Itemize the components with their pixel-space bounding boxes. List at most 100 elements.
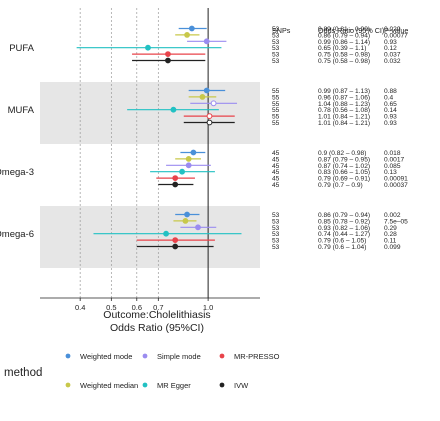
table-snps: 53 bbox=[272, 212, 280, 219]
table-p: 0.13 bbox=[384, 169, 397, 176]
table-p: 0.11 bbox=[384, 238, 397, 245]
legend-swatch bbox=[219, 382, 225, 388]
table-p: 0.4 bbox=[384, 94, 393, 101]
x-tick-label: 1.0 bbox=[203, 303, 213, 312]
legend-label: Weighted median bbox=[80, 381, 138, 390]
x-tick-label: 0.4 bbox=[75, 303, 85, 312]
table-header-or: Odds Ratio (95% CI) bbox=[318, 26, 384, 35]
group-label-omega-3: Omega-3 bbox=[0, 167, 34, 178]
table-p: 0.00037 bbox=[384, 182, 408, 189]
table-p: 0.12 bbox=[384, 45, 397, 52]
table-header-snps: SNPs bbox=[272, 26, 291, 35]
table-or: 0.74 (0.44 – 1.27) bbox=[318, 231, 370, 238]
table-snps: 53 bbox=[272, 52, 280, 59]
table-snps: 55 bbox=[272, 88, 280, 95]
table-snps: 53 bbox=[272, 26, 280, 33]
table-or: 1.04 (0.88 – 1.23) bbox=[318, 101, 370, 108]
point-estimate bbox=[185, 162, 192, 169]
point-estimate bbox=[165, 57, 171, 64]
table-snps: 45 bbox=[272, 169, 280, 176]
legend-swatch bbox=[65, 382, 71, 388]
table-snps: 53 bbox=[272, 225, 280, 232]
point-estimate bbox=[199, 94, 206, 100]
table-p: 0.002 bbox=[384, 212, 401, 219]
legend-swatch bbox=[219, 353, 225, 359]
legend-title: method bbox=[4, 367, 42, 379]
legend-swatch bbox=[142, 353, 148, 359]
point-estimate bbox=[182, 218, 189, 224]
point-estimate bbox=[184, 211, 190, 218]
point-estimate bbox=[163, 230, 169, 237]
table-snps: 45 bbox=[272, 176, 280, 183]
table-snps: 45 bbox=[272, 163, 280, 170]
point-estimate bbox=[165, 51, 171, 57]
table-or: 1.01 (0.84 – 1.21) bbox=[318, 120, 370, 127]
table-or: 0.78 (0.56 – 1.08) bbox=[318, 107, 370, 114]
point-estimate bbox=[172, 175, 179, 182]
legend-label: Weighted mode bbox=[80, 352, 132, 361]
legend-swatch bbox=[142, 382, 148, 388]
table-or: 0.79 (0.7 – 0.9) bbox=[318, 182, 363, 189]
point-estimate bbox=[185, 156, 192, 162]
group-shading-layer bbox=[40, 82, 260, 268]
table-or: 0.99 (0.87 – 1.13) bbox=[318, 88, 370, 95]
table-or: 1.01 (0.84 – 1.21) bbox=[318, 114, 370, 121]
legend-swatch bbox=[65, 353, 71, 359]
table-p: 0.65 bbox=[384, 101, 397, 108]
point-estimate bbox=[184, 32, 190, 38]
table-snps: 53 bbox=[272, 32, 280, 39]
table-or: 0.65 (0.39 – 1.1) bbox=[318, 45, 366, 52]
table-snps: 45 bbox=[272, 150, 280, 157]
x-tick-label: 0.7 bbox=[153, 303, 163, 312]
table-p: 0.032 bbox=[384, 58, 401, 65]
table-or: 0.85 (0.78 – 0.92) bbox=[318, 218, 370, 225]
table-snps: 53 bbox=[272, 244, 280, 251]
table-or: 0.96 (0.87 – 1.06) bbox=[318, 94, 370, 101]
table-p: 0.28 bbox=[384, 231, 397, 238]
results-table: SNPs Odds Ratio (95% CI) P-value 53 0.89 … bbox=[272, 26, 408, 251]
table-p: 0.037 bbox=[384, 52, 401, 59]
point-estimate bbox=[206, 119, 213, 126]
table-p: 0.93 bbox=[384, 120, 397, 127]
table-snps: 53 bbox=[272, 39, 280, 46]
table-or: 0.86 (0.79 – 0.94) bbox=[318, 32, 370, 39]
table-snps: 53 bbox=[272, 58, 280, 65]
x-axis: 0.4 0.5 0.6 0.7 1.0 bbox=[40, 297, 260, 312]
table-p: 0.0017 bbox=[384, 156, 405, 163]
point-estimate bbox=[170, 106, 177, 113]
table-snps: 55 bbox=[272, 107, 280, 114]
legend-label: MR-PRESSO bbox=[234, 352, 280, 361]
table-snps: 53 bbox=[272, 218, 280, 225]
table-snps: 55 bbox=[272, 114, 280, 121]
estimates-layer bbox=[76, 25, 242, 250]
table-or: 0.83 (0.66 – 1.05) bbox=[318, 169, 370, 176]
table-p: 0.14 bbox=[384, 107, 397, 114]
table-or: 0.87 (0.74 – 1.02) bbox=[318, 163, 370, 170]
group-band-mufa bbox=[40, 82, 260, 144]
point-estimate bbox=[190, 149, 197, 156]
point-estimate bbox=[145, 44, 151, 51]
table-or: 0.79 (0.6 – 1.04) bbox=[318, 244, 366, 251]
table-header-p: P-value bbox=[384, 26, 408, 35]
table-or: 0.9 (0.82 – 0.98) bbox=[318, 150, 366, 157]
x-tick-label: 0.5 bbox=[106, 303, 116, 312]
table-or: 0.89 (0.81 – 0.99) bbox=[318, 26, 370, 33]
table-or: 0.75 (0.58 – 0.98) bbox=[318, 58, 370, 65]
table-or: 0.75 (0.58 – 0.98) bbox=[318, 52, 370, 59]
table-snps: 53 bbox=[272, 231, 280, 238]
table-p: 7.5e–05 bbox=[384, 218, 408, 225]
table-p: 0.93 bbox=[384, 39, 397, 46]
table-p: 0.93 bbox=[384, 114, 397, 121]
gridlines-layer bbox=[79, 8, 209, 298]
point-estimate bbox=[188, 25, 195, 32]
table-or: 0.79 (0.69 – 0.91) bbox=[318, 176, 370, 183]
point-estimate bbox=[203, 38, 210, 45]
group-labels-layer: PUFA MUFA Omega-3 Omega-6 bbox=[0, 43, 35, 240]
table-p: 0.029 bbox=[384, 26, 401, 33]
point-estimate bbox=[172, 237, 179, 244]
group-label-mufa: MUFA bbox=[8, 105, 35, 116]
point-estimate bbox=[172, 181, 179, 188]
x-tick-label: 0.6 bbox=[132, 303, 142, 312]
table-or: 0.99 (0.86 – 1.14) bbox=[318, 39, 370, 46]
